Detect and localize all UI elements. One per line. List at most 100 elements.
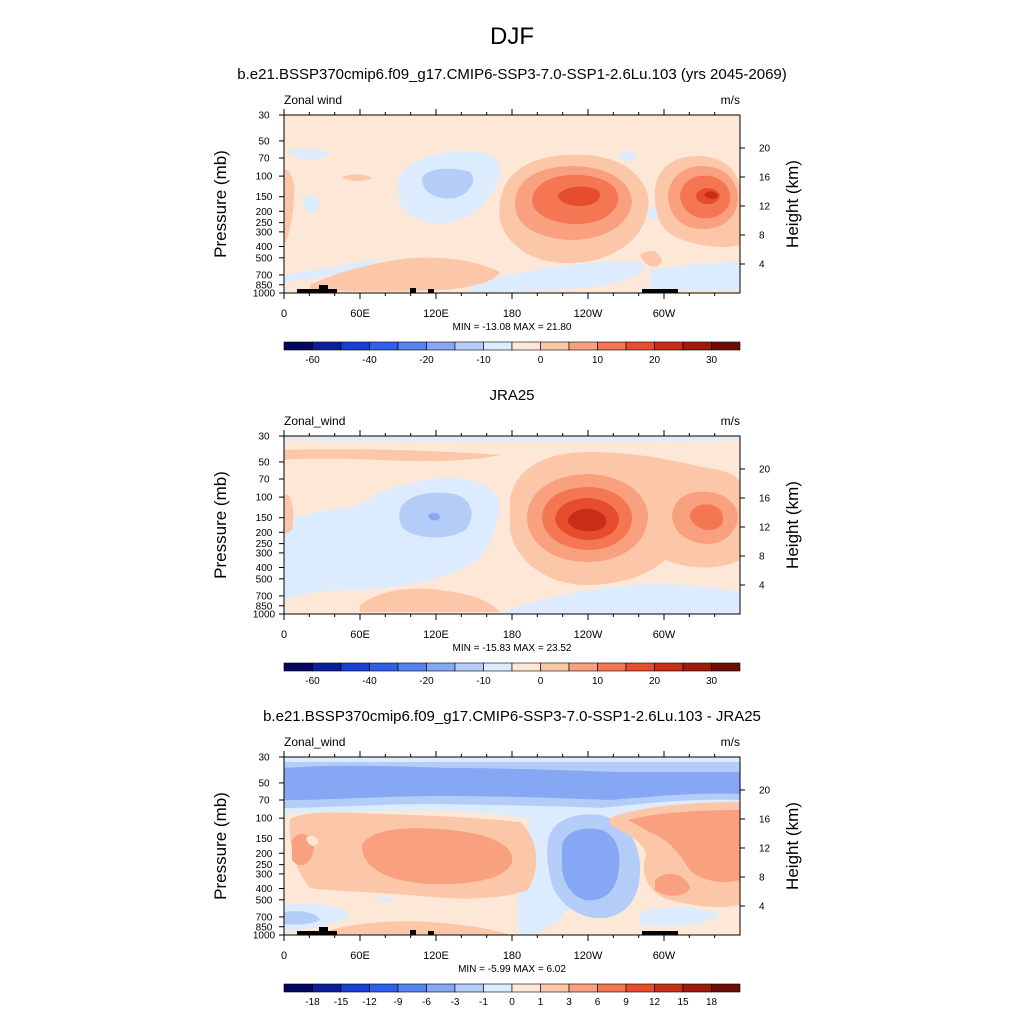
- contour-region: [422, 168, 474, 199]
- contour-field: [284, 115, 740, 293]
- colorbar-label: 18: [706, 997, 718, 1008]
- y2-tick-label: 20: [759, 464, 771, 475]
- colorbar-swatch: [283, 341, 313, 351]
- topography-block: [642, 931, 678, 935]
- y-tick-label: 100: [256, 493, 273, 504]
- colorbar-swatch: [654, 341, 684, 351]
- y-tick-label: 150: [256, 834, 273, 845]
- colorbar-swatch: [568, 341, 598, 351]
- colorbar-swatch: [511, 341, 541, 351]
- colorbar-label: 9: [623, 997, 629, 1008]
- y-tick-label: 300: [256, 227, 273, 238]
- y2-tick-label: 16: [759, 172, 771, 183]
- contour-region: [330, 921, 510, 935]
- x-tick-label: 180: [503, 629, 521, 641]
- colorbar-label: 10: [592, 355, 604, 366]
- panel-title: b.e21.BSSP370cmip6.f09_g17.CMIP6-SSP3-7.…: [237, 66, 787, 83]
- x-tick-label: 60W: [653, 308, 676, 320]
- contour-region: [288, 148, 330, 160]
- colorbar-label: -9: [394, 997, 403, 1008]
- contour-region: [690, 504, 724, 531]
- contour-region: [284, 437, 740, 442]
- y2-tick-label: 20: [759, 785, 771, 796]
- y2-tick-label: 8: [759, 872, 765, 883]
- y-tick-label: 1000: [253, 610, 276, 621]
- y2-tick-label: 16: [759, 814, 771, 825]
- topography-block: [319, 285, 328, 293]
- contour-region: [284, 169, 295, 245]
- y2-tick-label: 12: [759, 201, 771, 212]
- colorbar: -18 -15 -12 -9 -6 -3 -1 0 1 3 6 9 12 15 18: [283, 983, 741, 1008]
- y-tick-label: 700: [256, 270, 273, 281]
- y-tick-label: 50: [258, 136, 270, 147]
- colorbar-swatch: [540, 341, 570, 351]
- colorbar-swatch: [568, 662, 598, 672]
- contour-region: [428, 512, 440, 521]
- colorbar-label: -18: [305, 997, 320, 1008]
- contour-region: [376, 896, 394, 903]
- colorbar-swatch: [625, 983, 655, 993]
- x-tick-label: 60E: [350, 950, 370, 962]
- colorbar-swatch: [483, 662, 513, 672]
- contour-region: [640, 907, 720, 927]
- topography: [297, 927, 678, 935]
- variable-label: Zonal_wind: [284, 735, 345, 749]
- colorbar-swatch: [369, 662, 399, 672]
- colorbar-swatch: [312, 983, 342, 993]
- x-tick-label: 60E: [350, 629, 370, 641]
- x-tick-label: 60W: [653, 950, 676, 962]
- x-tick-label: 0: [281, 950, 287, 962]
- colorbar-swatch: [483, 983, 513, 993]
- contour-region: [568, 508, 607, 532]
- y-axis-title: Pressure (mb): [211, 471, 230, 579]
- y2-tick-label: 4: [759, 901, 765, 912]
- colorbar-swatch: [312, 341, 342, 351]
- y-tick-label: 300: [256, 869, 273, 880]
- colorbar-label: -40: [362, 676, 377, 687]
- negative-regions: [284, 437, 740, 614]
- colorbar-swatch: [340, 662, 370, 672]
- y2-tick-label: 12: [759, 843, 771, 854]
- contour-region: [306, 835, 318, 846]
- panel-diff: b.e21.BSSP370cmip6.f09_g17.CMIP6-SSP3-7.…: [211, 708, 802, 1008]
- contour-region: [284, 911, 320, 925]
- y-tick-label: 250: [256, 539, 273, 550]
- min-max-stats: MIN = -15.83 MAX = 23.52: [453, 643, 572, 654]
- y-tick-label: 100: [256, 814, 273, 825]
- y-axis-title: Pressure (mb): [211, 792, 230, 900]
- y-tick-label: 200: [256, 528, 273, 539]
- x-tick-label: 120E: [423, 950, 449, 962]
- y-tick-label: 500: [256, 895, 273, 906]
- y-tick-label: 850: [256, 280, 273, 291]
- contour-region: [362, 828, 513, 885]
- colorbar: -60 -40 -20 -10 0 10 20 30: [283, 662, 741, 687]
- x-tick-label: 180: [503, 308, 521, 320]
- y-tick-label: 250: [256, 860, 273, 871]
- colorbar-label: -20: [419, 355, 434, 366]
- y-tick-label: 700: [256, 591, 273, 602]
- colorbar-swatch: [369, 983, 399, 993]
- colorbar-swatch: [682, 662, 712, 672]
- colorbar-swatch: [397, 341, 427, 351]
- contour-region: [655, 873, 690, 896]
- colorbar-swatch: [540, 983, 570, 993]
- y2-tick-label: 4: [759, 259, 765, 270]
- topography-block: [410, 288, 416, 293]
- contour-region: [302, 195, 320, 214]
- y-tick-label: 70: [258, 154, 270, 165]
- colorbar-swatch: [540, 662, 570, 672]
- y2-tick-label: 4: [759, 580, 765, 591]
- colorbar-label: -12: [362, 997, 377, 1008]
- min-max-stats: MIN = -13.08 MAX = 21.80: [453, 322, 572, 333]
- y-tick-label: 400: [256, 563, 273, 574]
- contour-field: [284, 436, 740, 614]
- colorbar-label: 0: [509, 997, 515, 1008]
- colorbar-swatch: [511, 983, 541, 993]
- contour-region: [342, 174, 372, 181]
- colorbar-label: -6: [422, 997, 431, 1008]
- colorbar-swatch: [511, 662, 541, 672]
- y-tick-label: 100: [256, 172, 273, 183]
- panel-obs: JRA25 Zonal_wind m/s: [211, 387, 802, 687]
